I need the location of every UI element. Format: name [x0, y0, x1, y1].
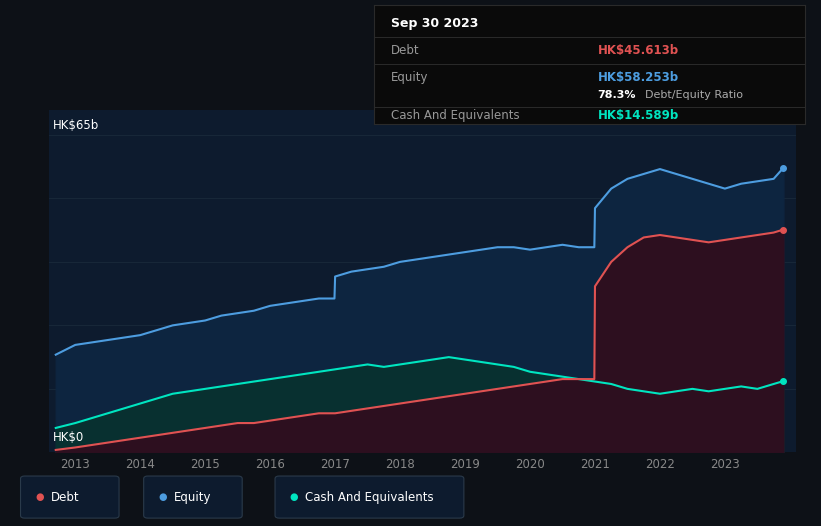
Text: Cash And Equivalents: Cash And Equivalents: [305, 491, 434, 503]
Text: HK$0: HK$0: [53, 431, 85, 444]
Text: ●: ●: [158, 492, 167, 502]
Text: HK$45.613b: HK$45.613b: [598, 44, 679, 57]
Text: Debt: Debt: [391, 44, 420, 57]
Text: ●: ●: [290, 492, 298, 502]
Text: Equity: Equity: [391, 71, 429, 84]
Text: HK$14.589b: HK$14.589b: [598, 109, 679, 122]
Text: HK$58.253b: HK$58.253b: [598, 71, 679, 84]
Text: ●: ●: [35, 492, 44, 502]
Text: Debt: Debt: [51, 491, 80, 503]
Text: Equity: Equity: [174, 491, 212, 503]
Text: Cash And Equivalents: Cash And Equivalents: [391, 109, 520, 122]
Text: 78.3%: 78.3%: [598, 90, 636, 100]
Text: Sep 30 2023: Sep 30 2023: [391, 16, 478, 29]
Text: Debt/Equity Ratio: Debt/Equity Ratio: [645, 90, 743, 100]
Text: HK$65b: HK$65b: [53, 119, 99, 132]
